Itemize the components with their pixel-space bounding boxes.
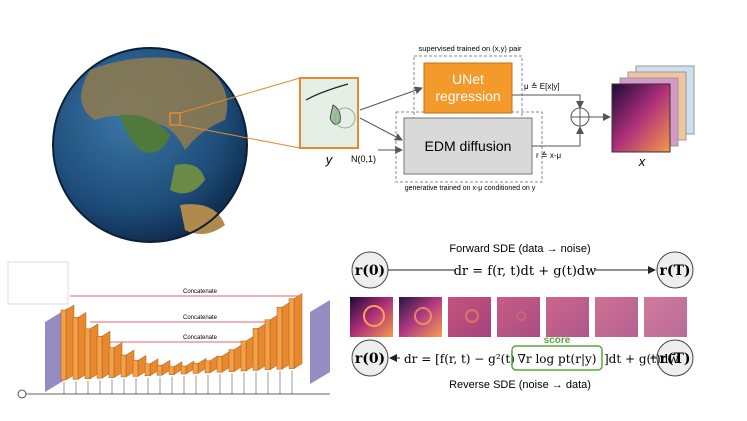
storm-swirl — [414, 307, 432, 325]
mean-label: μ ≙ E[x|y] — [524, 82, 560, 91]
skip-label: Concatenate — [183, 335, 218, 341]
unet-architecture — [7, 261, 330, 399]
input-label: y — [325, 152, 334, 167]
diffusion-strip — [350, 297, 687, 337]
feature-block — [252, 328, 259, 371]
sum-node — [570, 107, 590, 127]
state-label: r(0) — [355, 351, 385, 367]
reverse-equation: dr = [f(r, t) − g²(t) — [404, 352, 515, 366]
state-label: r(0) — [355, 263, 385, 279]
feature-block — [228, 349, 235, 372]
noise-frame — [644, 297, 687, 337]
storm-swirl — [363, 305, 385, 327]
storm-swirl — [465, 309, 479, 323]
skip-label: Concatenate — [183, 315, 218, 321]
residual-label: r ≙ x-μ — [536, 151, 561, 160]
noise-frame — [448, 297, 491, 337]
feature-block — [216, 355, 223, 373]
feature-block — [120, 354, 127, 378]
feature-block — [108, 347, 115, 378]
supervised-note: supervised trained on (x,y) pair — [419, 44, 522, 53]
feature-block — [132, 360, 139, 377]
edm-box — [403, 117, 533, 175]
arrow — [359, 86, 423, 111]
reverse-equation: ∇r log pt(r|y) — [518, 352, 597, 366]
feature-block — [60, 309, 67, 381]
unet-box-text: UNet — [452, 71, 484, 87]
feature-block — [180, 365, 187, 375]
feature-block — [276, 306, 283, 370]
state-node — [351, 339, 389, 377]
output-label: x — [638, 154, 646, 169]
feature-block — [144, 363, 151, 377]
noise-frame — [497, 297, 540, 337]
input-map — [299, 77, 359, 149]
feature-block — [240, 340, 247, 372]
feature-block — [293, 293, 303, 370]
feature-block — [264, 319, 271, 371]
score-box — [511, 345, 603, 371]
unet-box-text: regression — [435, 88, 500, 104]
feature-block — [156, 364, 163, 376]
feature-block — [288, 298, 295, 369]
state-label: r(T) — [659, 263, 690, 279]
noise-frame — [595, 297, 638, 337]
generative-note: generative trained on x-μ conditioned on… — [405, 185, 536, 192]
forward-title: Forward SDE (data → noise) — [449, 243, 590, 255]
arrow — [532, 126, 584, 147]
reverse-title: Reverse SDE (noise → data) — [449, 379, 591, 391]
feature-block — [72, 317, 79, 380]
state-node — [656, 251, 694, 289]
score-label: score — [544, 335, 571, 346]
feature-block — [192, 363, 199, 374]
arrow — [359, 117, 403, 141]
forward-equation: dr = f(r, t)dt + g(t)dw — [454, 264, 597, 279]
feature-block — [204, 360, 211, 374]
edm-box-text: EDM diffusion — [425, 138, 512, 154]
feature-block — [84, 328, 91, 380]
reverse-equation: ]dt + g(t)dw̄ — [604, 352, 679, 366]
state-label: r(T) — [659, 351, 690, 367]
skip-label: Concatenate — [183, 289, 218, 295]
noise-label: N(0,1) — [351, 154, 376, 164]
feature-block — [168, 366, 175, 375]
noise-frame — [399, 297, 442, 337]
storm-swirl — [516, 311, 526, 321]
output-stack — [611, 65, 695, 153]
globe — [52, 47, 301, 243]
noise-frame — [350, 297, 393, 337]
feature-block — [96, 335, 103, 379]
noise-frame — [546, 297, 589, 337]
arrow — [512, 94, 584, 109]
unet-box — [423, 62, 513, 114]
